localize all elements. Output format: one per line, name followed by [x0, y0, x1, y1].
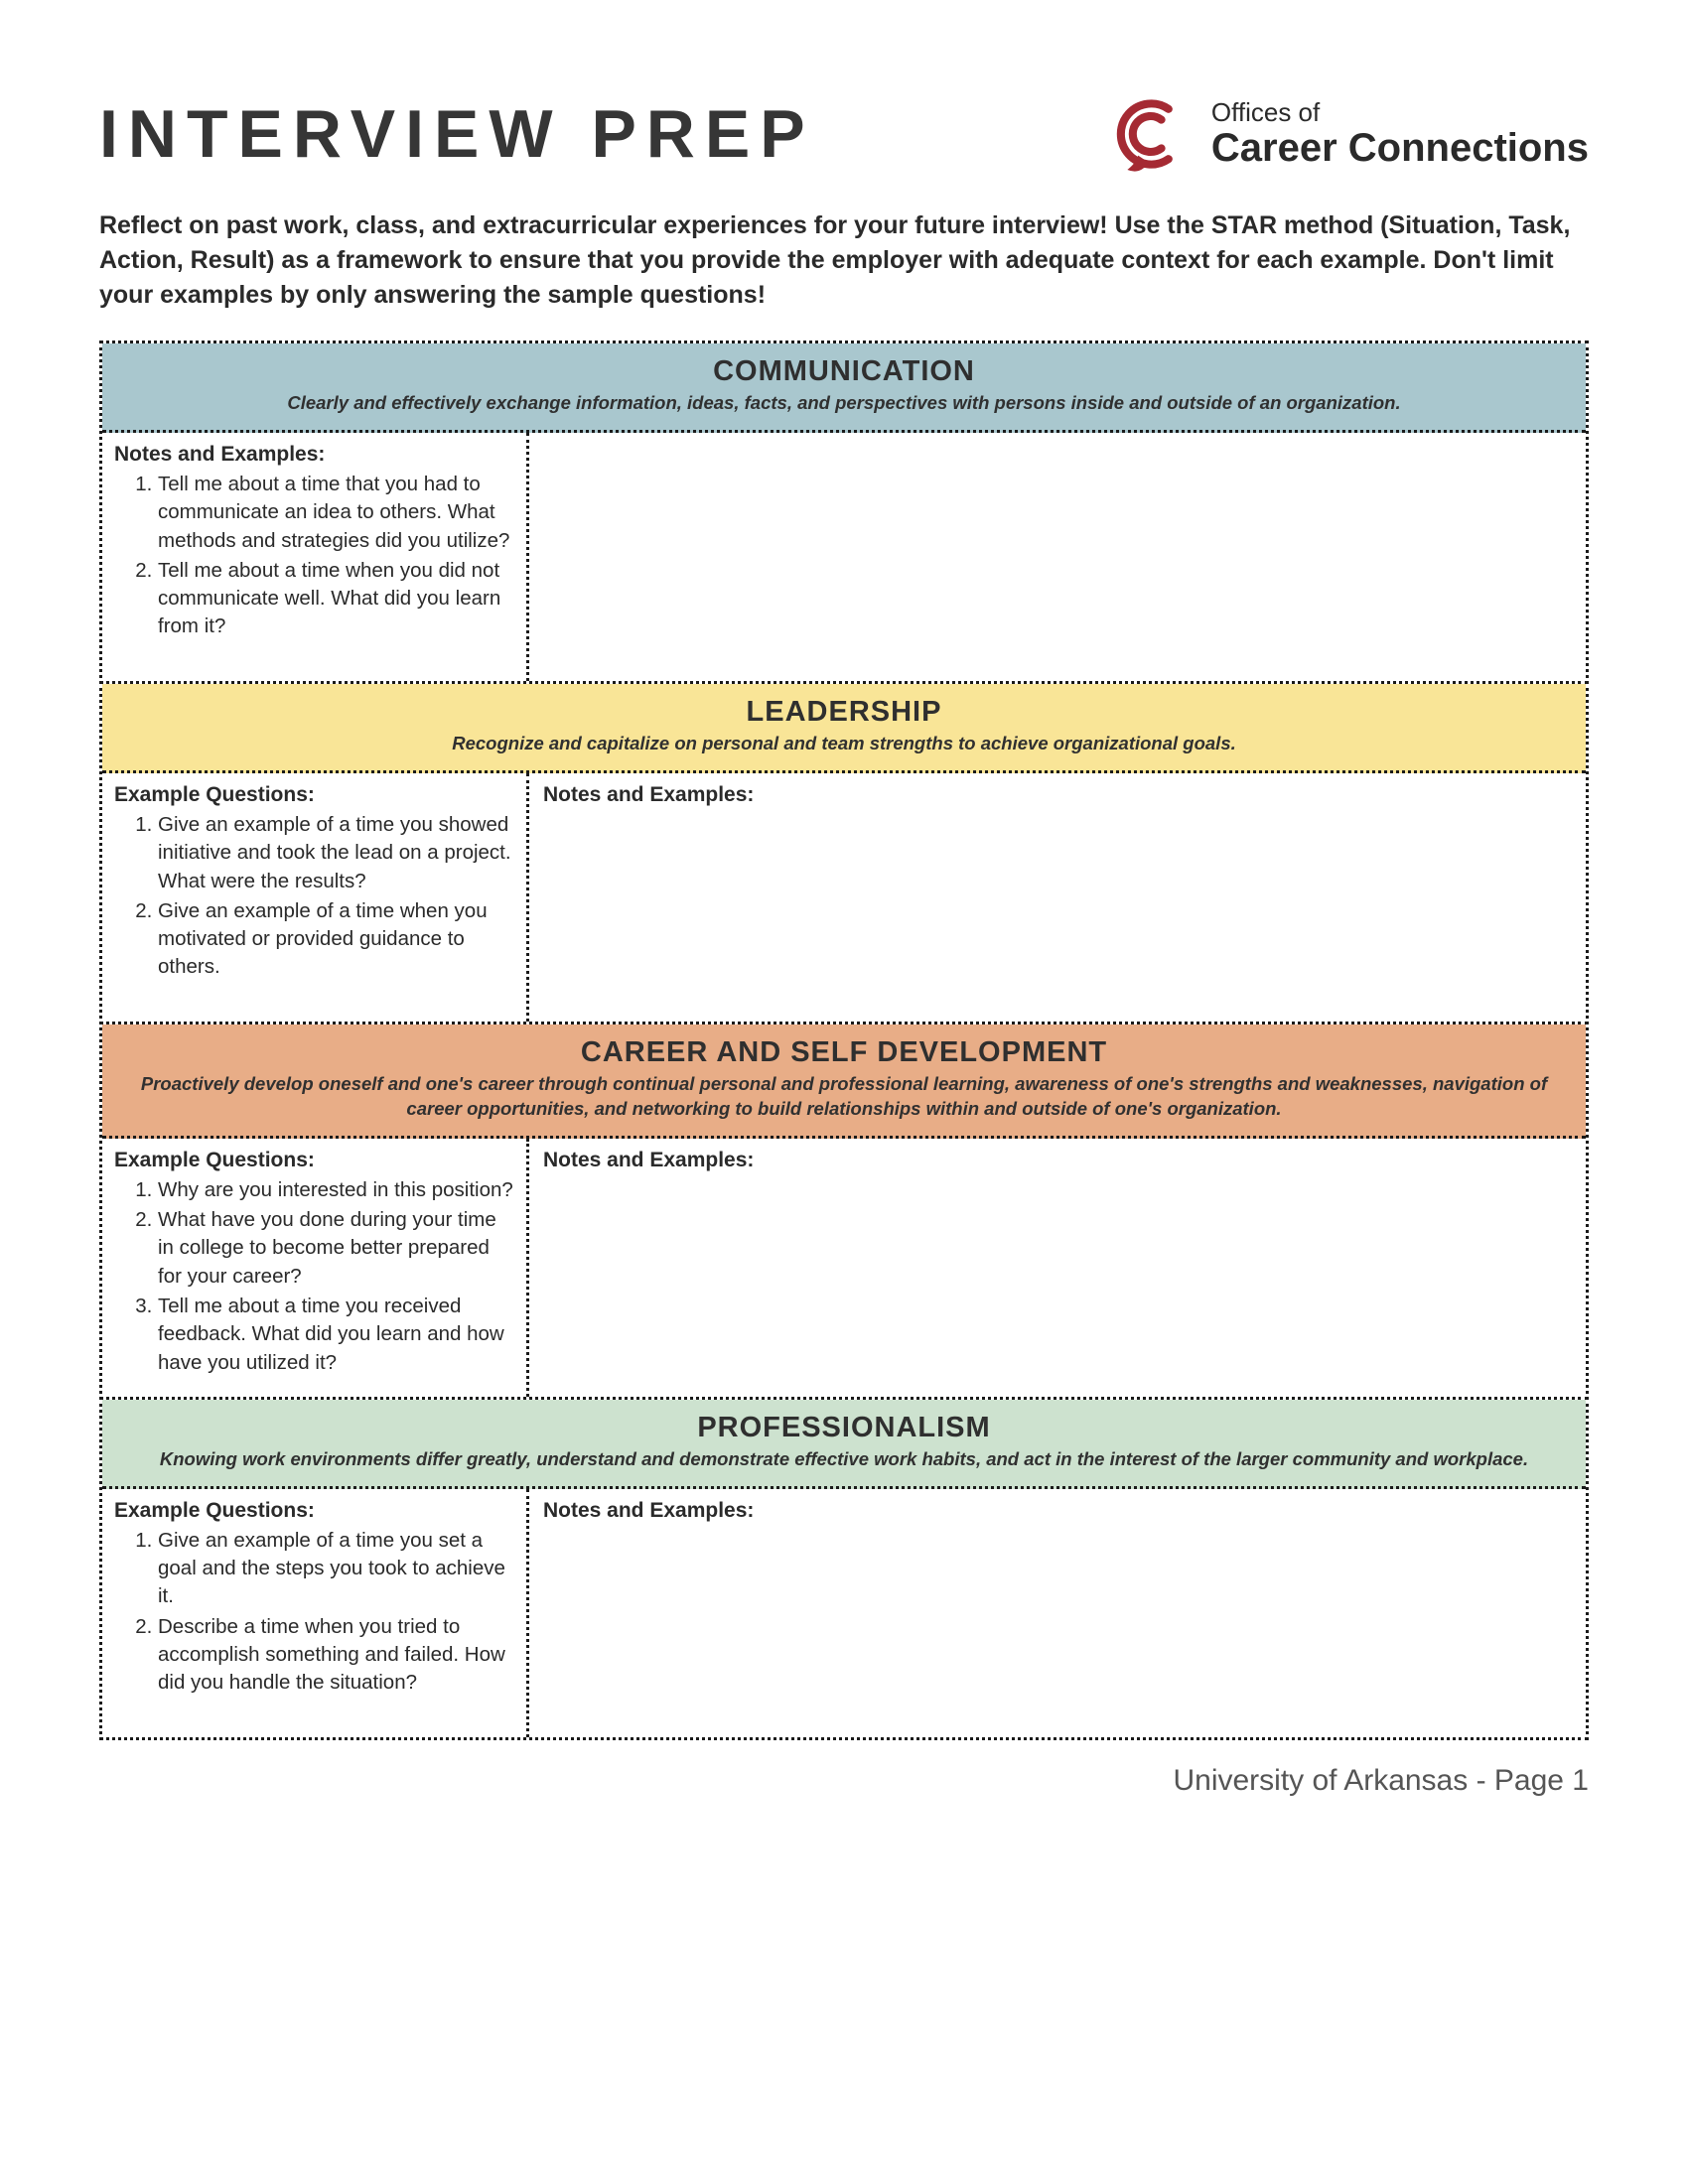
sections: COMMUNICATION Clearly and effectively exc…	[99, 341, 1589, 1740]
header: INTERVIEW PREP Offices of Career Connect…	[99, 89, 1589, 179]
question-item: Tell me about a time when you did not co…	[158, 557, 514, 641]
section-leadership: LEADERSHIP Recognize and capitalize on pe…	[99, 681, 1589, 1024]
section-title: LEADERSHIP	[122, 696, 1566, 729]
question-item: Describe a time when you tried to accomp…	[158, 1613, 514, 1698]
footer: University of Arkansas - Page 1	[99, 1764, 1589, 1798]
left-column: Example Questions: Give an example of a t…	[102, 773, 529, 1022]
question-list: Give an example of a time you showed ini…	[114, 811, 514, 982]
question-item: Give an example of a time when you motiv…	[158, 897, 514, 982]
question-item: Tell me about a time you received feedba…	[158, 1293, 514, 1377]
logo: Offices of Career Connections	[1104, 89, 1589, 179]
section-description: Knowing work environments differ greatly…	[122, 1447, 1566, 1472]
intro-text: Reflect on past work, class, and extracu…	[99, 208, 1589, 313]
question-list: Give an example of a time you set a goal…	[114, 1527, 514, 1698]
section-title: COMMUNICATION	[122, 355, 1566, 388]
right-heading: Notes and Examples:	[543, 1499, 1572, 1523]
section-description: Proactively develop oneself and one's ca…	[122, 1072, 1566, 1122]
left-heading: Notes and Examples:	[114, 443, 514, 467]
question-list: Why are you interested in this position?…	[114, 1176, 514, 1377]
logo-text: Offices of Career Connections	[1211, 98, 1589, 171]
logo-line1: Offices of	[1211, 98, 1589, 127]
left-column: Example Questions: Give an example of a t…	[102, 1489, 529, 1737]
left-column: Example Questions: Why are you interested…	[102, 1139, 529, 1397]
section-header: PROFESSIONALISM Knowing work environments…	[102, 1400, 1586, 1489]
right-column: Notes and Examples:	[529, 773, 1586, 1022]
right-heading: Notes and Examples:	[543, 1149, 1572, 1172]
left-column: Notes and Examples: Tell me about a time …	[102, 433, 529, 681]
right-column: Notes and Examples:	[529, 1139, 1586, 1397]
section-body: Notes and Examples: Tell me about a time …	[102, 433, 1586, 681]
section-title: CAREER AND SELF DEVELOPMENT	[122, 1036, 1566, 1069]
right-column: Notes and Examples:	[529, 1489, 1586, 1737]
section-body: Example Questions: Why are you interested…	[102, 1139, 1586, 1397]
section-communication: COMMUNICATION Clearly and effectively exc…	[99, 341, 1589, 684]
section-description: Clearly and effectively exchange informa…	[122, 391, 1566, 416]
question-item: What have you done during your time in c…	[158, 1206, 514, 1291]
page-title: INTERVIEW PREP	[99, 95, 815, 173]
right-column	[529, 433, 1586, 681]
question-item: Give an example of a time you set a goal…	[158, 1527, 514, 1611]
section-header: CAREER AND SELF DEVELOPMENTProactively d…	[102, 1024, 1586, 1139]
section-body: Example Questions: Give an example of a t…	[102, 1489, 1586, 1737]
right-heading: Notes and Examples:	[543, 783, 1572, 807]
section-description: Recognize and capitalize on personal and…	[122, 732, 1566, 756]
section-body: Example Questions: Give an example of a t…	[102, 773, 1586, 1022]
question-item: Give an example of a time you showed ini…	[158, 811, 514, 895]
question-item: Tell me about a time that you had to com…	[158, 471, 514, 555]
question-list: Tell me about a time that you had to com…	[114, 471, 514, 641]
left-heading: Example Questions:	[114, 783, 514, 807]
career-connections-icon	[1104, 89, 1194, 179]
section-professionalism: PROFESSIONALISM Knowing work environments…	[99, 1397, 1589, 1740]
left-heading: Example Questions:	[114, 1499, 514, 1523]
section-header: COMMUNICATION Clearly and effectively exc…	[102, 343, 1586, 433]
logo-line2: Career Connections	[1211, 126, 1589, 170]
section-career: CAREER AND SELF DEVELOPMENTProactively d…	[99, 1022, 1589, 1400]
left-heading: Example Questions:	[114, 1149, 514, 1172]
section-title: PROFESSIONALISM	[122, 1412, 1566, 1444]
question-item: Why are you interested in this position?	[158, 1176, 514, 1204]
section-header: LEADERSHIP Recognize and capitalize on pe…	[102, 684, 1586, 773]
